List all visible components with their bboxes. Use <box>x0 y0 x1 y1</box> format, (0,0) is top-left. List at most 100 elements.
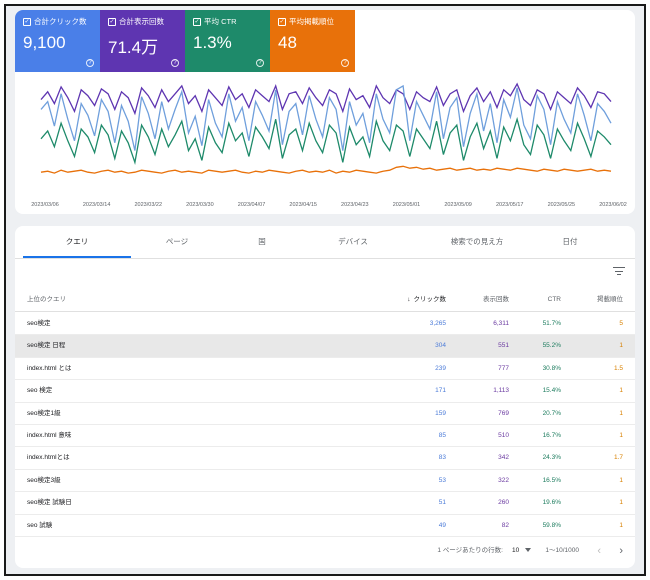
sort-arrow-icon: ↓ <box>407 296 411 303</box>
metric-average-position[interactable]: ✓ 平均掲載順位 48? <box>270 10 355 72</box>
cell-ctr: 20.7% <box>542 409 561 417</box>
x-tick-label: 2023/05/17 <box>496 202 524 208</box>
table-row[interactable]: seo検定 日程 304 551 55.2% 1 <box>15 335 635 358</box>
check-icon[interactable]: ✓ <box>23 17 31 26</box>
cell-impressions: 6,311 <box>493 320 509 327</box>
table-header: 上位のクエリ ↓ クリック数 表示回数 CTR 掲載順位 <box>15 288 635 312</box>
dropdown-arrow-icon <box>525 548 531 553</box>
cell-position: 1 <box>619 409 623 417</box>
table-row[interactable]: seo検定1級 159 769 20.7% 1 <box>15 403 635 425</box>
metric-label: 平均 CTR <box>204 17 237 26</box>
cell-ctr: 19.6% <box>542 499 561 507</box>
cell-impressions: 322 <box>498 476 509 484</box>
metric-label: 平均掲載順位 <box>289 17 334 26</box>
cell-impressions: 510 <box>498 431 509 439</box>
prev-page-icon[interactable]: ‹ <box>597 545 601 557</box>
pagination-range: 1〜10/1000 <box>545 547 579 554</box>
cell-position: 1 <box>619 499 623 507</box>
active-tab-indicator <box>23 256 131 258</box>
metric-label: 合計表示回数 <box>119 17 164 26</box>
tab-search-appearance[interactable]: 検索での見え方 <box>450 237 504 246</box>
table-row[interactable]: index.html 意味 85 510 16.7% 1 <box>15 425 635 448</box>
metric-label-row: ✓ 合計クリック数 <box>23 16 92 27</box>
cell-ctr: 30.8% <box>542 364 561 372</box>
x-tick-label: 2023/03/06 <box>31 202 59 208</box>
check-icon[interactable]: ✓ <box>278 17 286 26</box>
header-clicks[interactable]: ↓ クリック数 <box>407 288 446 312</box>
header-query: 上位のクエリ <box>27 296 66 303</box>
cell-impressions: 1,113 <box>493 387 509 395</box>
cell-position: 5 <box>619 320 623 327</box>
help-icon[interactable]: ? <box>86 59 94 67</box>
metric-average-ctr[interactable]: ✓ 平均 CTR 1.3%? <box>185 10 270 72</box>
cell-query: index.html とは <box>27 364 72 372</box>
x-tick-label: 2023/05/09 <box>444 202 472 208</box>
rows-per-page-value: 10 <box>511 547 520 554</box>
cell-ctr: 51.7% <box>542 320 561 327</box>
query-table-card: クエリ ページ 国 デバイス 検索での見え方 日付 上位のクエリ ↓ クリック数 表示回数 … <box>15 226 635 568</box>
help-icon[interactable]: ? <box>341 59 349 67</box>
table-row[interactable]: index.htmlとは 83 342 24.3% 1.7 <box>15 447 635 470</box>
dimension-tabs: クエリ ページ 国 デバイス 検索での見え方 日付 <box>15 226 635 258</box>
tab-query[interactable]: クエリ <box>65 237 89 246</box>
metric-label: 合計クリック数 <box>34 17 87 26</box>
tabs-divider <box>15 258 635 259</box>
cell-clicks: 3,265 <box>429 320 446 327</box>
metric-total-impressions[interactable]: ✓ 合計表示回数 71.4万? <box>100 10 185 72</box>
cell-query: seo検定 <box>27 320 51 327</box>
table-row[interactable]: index.html とは 239 777 30.8% 1.5 <box>15 358 635 381</box>
cell-clicks: 304 <box>435 342 446 350</box>
cell-query: seo検定3級 <box>27 476 61 484</box>
table-row[interactable]: seo 検定 171 1,113 15.4% 1 <box>15 380 635 403</box>
series-line-3 <box>40 165 612 174</box>
performance-line-chart: 2023/03/06 2023/03/14 2023/03/22 2023/03/30… <box>31 82 627 208</box>
tab-page[interactable]: ページ <box>165 237 189 246</box>
table-row[interactable]: seo 試験 49 82 59.8% 1 <box>15 515 635 537</box>
cell-position: 1 <box>619 431 623 439</box>
header-position[interactable]: 掲載順位 <box>597 296 623 303</box>
cell-ctr: 24.3% <box>542 454 561 462</box>
check-icon[interactable]: ✓ <box>193 17 201 26</box>
cell-query: seo検定 試験日 <box>27 499 72 507</box>
cell-clicks: 85 <box>438 431 446 439</box>
tab-device[interactable]: デバイス <box>338 237 368 246</box>
rows-per-page-select[interactable]: 10 <box>512 538 531 564</box>
series-line-0 <box>40 82 612 116</box>
cell-ctr: 16.5% <box>542 476 561 484</box>
next-page-icon[interactable]: › <box>619 545 623 557</box>
check-icon[interactable]: ✓ <box>108 17 116 26</box>
cell-impressions: 82 <box>501 521 509 529</box>
help-icon[interactable]: ? <box>256 59 264 67</box>
metric-label-row: ✓ 平均掲載順位 <box>278 16 347 27</box>
filter-icon[interactable] <box>613 266 625 276</box>
x-tick-label: 2023/06/02 <box>599 202 627 208</box>
cell-impressions: 551 <box>498 342 509 350</box>
metric-value: 9,100 <box>23 33 66 52</box>
performance-chart-card: ✓ 合計クリック数 9,100? ✓ 合計表示回数 71.4万? ✓ 平均 CTR 1.3%? ✓… <box>15 10 635 214</box>
cell-query: index.html 意味 <box>27 431 72 439</box>
header-ctr[interactable]: CTR <box>547 296 561 303</box>
x-tick-label: 2023/03/14 <box>83 202 111 208</box>
x-tick-label: 2023/05/25 <box>548 202 576 208</box>
help-icon[interactable]: ? <box>171 59 179 67</box>
cell-ctr: 55.2% <box>542 342 561 350</box>
table-row[interactable]: seo検定 試験日 51 260 19.6% 1 <box>15 492 635 515</box>
table-row[interactable]: seo検定3級 53 322 16.5% 1 <box>15 470 635 493</box>
cell-query: seo検定1級 <box>27 409 61 417</box>
tab-date[interactable]: 日付 <box>562 237 578 246</box>
header-impressions[interactable]: 表示回数 <box>483 296 509 303</box>
cell-impressions: 777 <box>498 364 509 372</box>
cell-query: seo検定 日程 <box>27 342 66 350</box>
pagination-bar: 1 ページあたりの行数: 10 1〜10/1000 ‹ › <box>15 538 635 564</box>
cell-clicks: 159 <box>435 409 446 417</box>
cell-position: 1.7 <box>613 454 623 462</box>
cell-position: 1 <box>619 387 623 395</box>
tab-country[interactable]: 国 <box>258 237 266 246</box>
cell-clicks: 49 <box>438 521 446 529</box>
metric-label-row: ✓ 平均 CTR <box>193 16 262 27</box>
cell-impressions: 342 <box>498 454 509 462</box>
table-row[interactable]: seo検定 3,265 6,311 51.7% 5 <box>15 313 635 336</box>
metric-value: 71.4万 <box>108 38 159 57</box>
metric-total-clicks[interactable]: ✓ 合計クリック数 9,100? <box>15 10 100 72</box>
x-tick-label: 2023/05/01 <box>393 202 421 208</box>
